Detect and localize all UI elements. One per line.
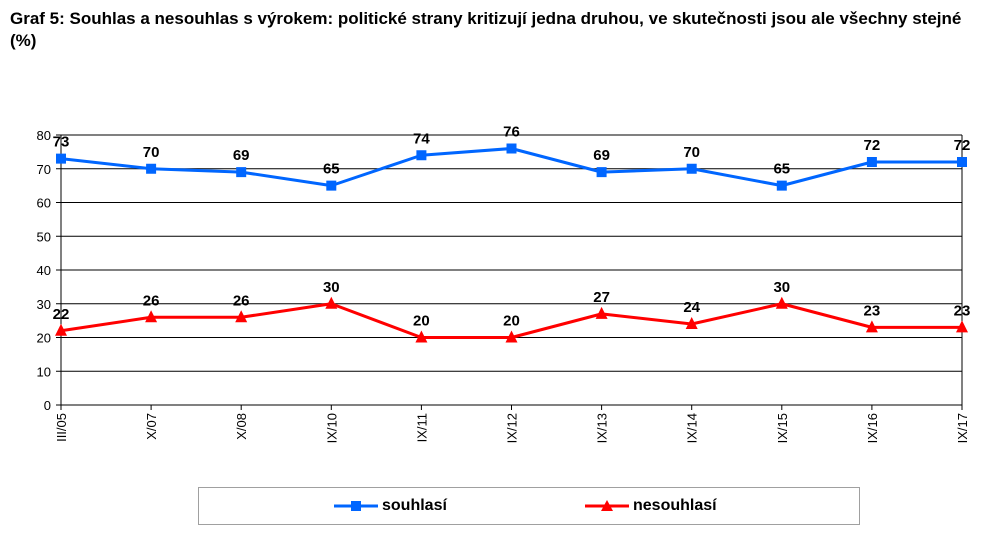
data-point-square: [326, 180, 337, 191]
data-label: 24: [683, 299, 700, 316]
x-tick-label: IX/10: [324, 413, 339, 443]
data-point-triangle: [55, 323, 67, 336]
x-tick-label: IX/14: [685, 413, 700, 443]
x-tick-label: X/07: [144, 413, 159, 440]
data-point-square: [686, 163, 697, 174]
y-tick-label-60: 60: [37, 196, 51, 211]
data-point-square: [596, 167, 607, 178]
data-labels: 73 70 69 65 74 76 69 70 65 72 72 22 26 26 30 20 20 27 24 30…: [53, 124, 971, 330]
data-label: 23: [864, 302, 881, 319]
data-point-triangle: [595, 306, 608, 319]
data-label: 72: [864, 137, 881, 154]
grid-lines: [61, 134, 962, 372]
data-point-triangle: [235, 310, 248, 323]
x-tick-label: IX/11: [414, 413, 429, 442]
legend-marker-triangle: [585, 500, 629, 511]
data-point-triangle: [775, 296, 788, 309]
y-tick-label-20: 20: [37, 331, 51, 346]
data-label: 69: [593, 147, 610, 164]
data-label: 26: [233, 292, 250, 309]
x-tick-label: IX/15: [775, 413, 790, 443]
y-tick-label-40: 40: [37, 263, 51, 278]
legend-item-souhlasi: souhlasí: [334, 488, 447, 524]
data-point-triangle: [865, 320, 878, 333]
x-tick-label: IX/12: [505, 413, 520, 443]
data-label: 26: [143, 292, 160, 309]
y-tick-label-0: 0: [44, 398, 51, 413]
x-tick-label: IX/13: [595, 413, 610, 443]
legend-marker-square: [334, 501, 378, 511]
data-point-square: [146, 163, 157, 174]
data-point-square: [957, 157, 967, 167]
x-tick-label: IX/17: [955, 413, 970, 443]
x-tick-label: IX/16: [865, 413, 880, 443]
data-label: 65: [323, 161, 340, 178]
data-point-square: [236, 167, 247, 178]
series-line-0: [60, 147, 962, 188]
legend-item-nesouhlasi: nesouhlasí: [585, 488, 717, 524]
data-label: 30: [773, 279, 790, 296]
data-label: 70: [683, 144, 700, 161]
data-label: 27: [593, 289, 610, 306]
data-point-triangle: [685, 317, 698, 329]
data-point-triangle: [145, 310, 158, 323]
x-tick-label: III/05: [54, 413, 69, 442]
data-label: 69: [233, 147, 250, 164]
data-point-square: [776, 180, 787, 191]
data-point-triangle: [956, 320, 968, 333]
data-point-triangle: [415, 330, 428, 343]
data-label: 74: [413, 130, 430, 147]
chart-title: Graf 5: Souhlas a nesouhlas s výrokem: p…: [10, 9, 962, 50]
data-point-square: [56, 153, 66, 164]
data-label: 76: [503, 124, 520, 141]
y-tick-label-10: 10: [37, 364, 51, 379]
data-label: 72: [954, 137, 971, 154]
data-label: 23: [954, 302, 971, 319]
data-point-square: [866, 157, 877, 167]
data-label: 22: [53, 306, 70, 323]
legend: souhlasí nesouhlasí: [198, 487, 860, 525]
data-label: 20: [503, 313, 520, 330]
data-point-triangle: [505, 330, 518, 343]
series-layer: [55, 143, 968, 343]
data-label: 73: [53, 134, 70, 151]
data-point-square: [506, 143, 517, 154]
legend-label-souhlasi: souhlasí: [382, 497, 447, 514]
y-tick-label-50: 50: [37, 229, 51, 244]
y-tick-label-70: 70: [37, 162, 51, 177]
data-label: 65: [773, 161, 790, 178]
y-tick-label-30: 30: [37, 297, 51, 312]
legend-label-nesouhlasi: nesouhlasí: [633, 497, 717, 514]
data-label: 20: [413, 313, 430, 330]
data-point-square: [416, 150, 427, 161]
data-label: 70: [143, 144, 160, 161]
x-tick-label: X/08: [234, 413, 249, 440]
axes: 0 10 20 30 40 50 60 70 80 III/05 X/07 X/08 IX/10 IX/1…: [37, 128, 970, 443]
y-tick-label-80: 80: [37, 128, 51, 143]
data-point-triangle: [325, 296, 338, 309]
data-label: 30: [323, 279, 340, 296]
